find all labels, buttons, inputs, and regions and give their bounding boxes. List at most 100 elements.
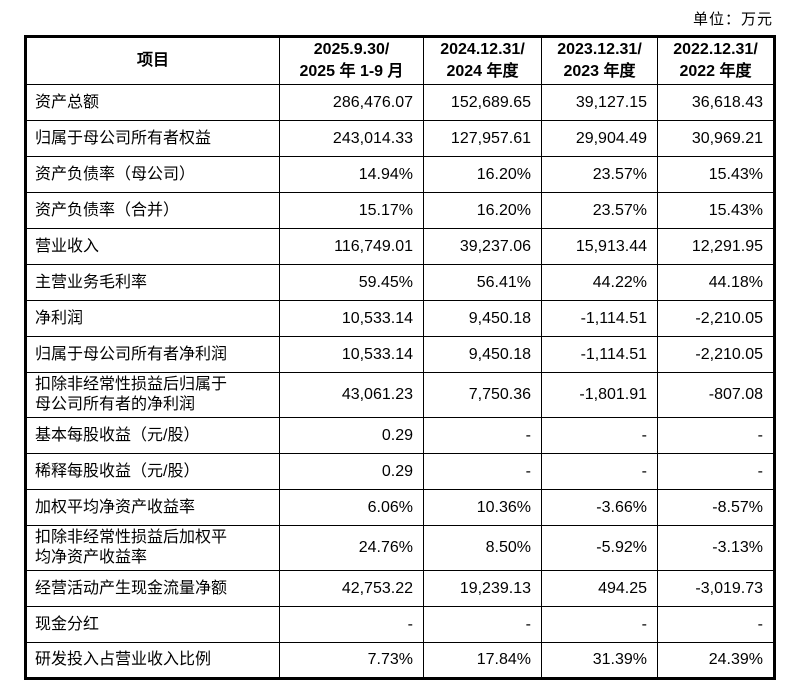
cell-value: 7.73% [279, 642, 424, 679]
cell-value: 44.22% [541, 264, 658, 301]
cell-value: -1,801.91 [541, 372, 658, 418]
cell-value: 42,753.22 [279, 570, 424, 607]
cell-value: 23.57% [541, 192, 658, 229]
row-label: 经营活动产生现金流量净额 [25, 570, 280, 607]
cell-value: 0.29 [279, 453, 424, 490]
cell-value: 29,904.49 [541, 120, 658, 157]
table-row: 扣除非经常性损益后加权平 均净资产收益率 24.76% 8.50% -5.92% -3.… [25, 525, 775, 571]
cell-value: - [657, 417, 775, 454]
row-label: 现金分红 [25, 606, 280, 643]
col-header-period-2023: 2023.12.31/ 2023 年度 [541, 36, 658, 85]
cell-value: 19,239.13 [423, 570, 542, 607]
cell-value: 15.17% [279, 192, 424, 229]
table-row: 归属于母公司所有者权益 243,014.33 127,957.61 29,904.49… [25, 120, 775, 157]
row-label: 归属于母公司所有者权益 [25, 120, 280, 157]
cell-value: 0.29 [279, 417, 424, 454]
cell-value: 9,450.18 [423, 300, 542, 337]
row-label: 资产负债率（合并） [25, 192, 280, 229]
cell-value: -5.92% [541, 525, 658, 571]
cell-value: 15.43% [657, 156, 775, 193]
unit-label: 单位：万元 [692, 11, 773, 28]
table-row: 加权平均净资产收益率 6.06% 10.36% -3.66% -8.57% [25, 489, 775, 526]
cell-value: -3.13% [657, 525, 775, 571]
col-header-period-2022: 2022.12.31/ 2022 年度 [657, 36, 775, 85]
cell-value: 127,957.61 [423, 120, 542, 157]
cell-value: -3,019.73 [657, 570, 775, 607]
cell-value: 12,291.95 [657, 228, 775, 265]
cell-value: - [423, 417, 542, 454]
row-label: 研发投入占营业收入比例 [25, 642, 280, 679]
cell-value: 10,533.14 [279, 336, 424, 373]
financial-summary-table: 项目 2025.9.30/ 2025 年 1-9 月 2024.12.31/ 2… [24, 35, 776, 680]
table-header: 项目 2025.9.30/ 2025 年 1-9 月 2024.12.31/ 2… [25, 36, 775, 85]
cell-value: -807.08 [657, 372, 775, 418]
cell-value: -2,210.05 [657, 336, 775, 373]
cell-value: 6.06% [279, 489, 424, 526]
cell-value: 56.41% [423, 264, 542, 301]
cell-value: 23.57% [541, 156, 658, 193]
cell-value: 9,450.18 [423, 336, 542, 373]
cell-value: 10,533.14 [279, 300, 424, 337]
cell-value: - [423, 453, 542, 490]
cell-value: 39,127.15 [541, 84, 658, 121]
table-row: 净利润 10,533.14 9,450.18 -1,114.51 -2,210.05 [25, 300, 775, 337]
cell-value: 36,618.43 [657, 84, 775, 121]
cell-value: 15.43% [657, 192, 775, 229]
table-row: 扣除非经常性损益后归属于 母公司所有者的净利润 43,061.23 7,750.36… [25, 372, 775, 418]
cell-value: - [657, 453, 775, 490]
table-row: 资产总额 286,476.07 152,689.65 39,127.15 36,618.… [25, 84, 775, 121]
cell-value: - [657, 606, 775, 643]
cell-value: 31.39% [541, 642, 658, 679]
cell-value: 494.25 [541, 570, 658, 607]
cell-value: 30,969.21 [657, 120, 775, 157]
row-label: 净利润 [25, 300, 280, 337]
col-header-period-2024: 2024.12.31/ 2024 年度 [423, 36, 542, 85]
cell-value: -8.57% [657, 489, 775, 526]
row-label: 稀释每股收益（元/股） [25, 453, 280, 490]
table-row: 稀释每股收益（元/股） 0.29- - - [25, 453, 775, 490]
cell-value: -2,210.05 [657, 300, 775, 337]
table-row: 归属于母公司所有者净利润 10,533.14 9,450.18 -1,114.51 -2… [25, 336, 775, 373]
cell-value: 8.50% [423, 525, 542, 571]
table-row: 研发投入占营业收入比例 7.73% 17.84% 31.39% 24.39% [25, 642, 775, 679]
cell-value: - [279, 606, 424, 643]
cell-value: -1,114.51 [541, 300, 658, 337]
row-label: 主营业务毛利率 [25, 264, 280, 301]
header-row: 项目 2025.9.30/ 2025 年 1-9 月 2024.12.31/ 2… [25, 36, 775, 85]
cell-value: 16.20% [423, 156, 542, 193]
table-row: 资产负债率（母公司） 14.94% 16.20% 23.57% 15.43% [25, 156, 775, 193]
table-row: 经营活动产生现金流量净额 42,753.22 19,239.13 494.25 -3,0… [25, 570, 775, 607]
cell-value: 243,014.33 [279, 120, 424, 157]
cell-value: 7,750.36 [423, 372, 542, 418]
cell-value: 14.94% [279, 156, 424, 193]
cell-value: - [423, 606, 542, 643]
row-label: 资产总额 [25, 84, 280, 121]
cell-value: -3.66% [541, 489, 658, 526]
cell-value: 16.20% [423, 192, 542, 229]
cell-value: 43,061.23 [279, 372, 424, 418]
table-row: 营业收入 116,749.01 39,237.06 15,913.44 12,291.9… [25, 228, 775, 265]
cell-value: 116,749.01 [279, 228, 424, 265]
cell-value: -1,114.51 [541, 336, 658, 373]
row-label: 营业收入 [25, 228, 280, 265]
cell-value: - [541, 453, 658, 490]
table-row: 现金分红 - - - - [25, 606, 775, 643]
cell-value: 24.39% [657, 642, 775, 679]
row-label: 扣除非经常性损益后加权平 均净资产收益率 [25, 525, 280, 571]
cell-value: 24.76% [279, 525, 424, 571]
cell-value: - [541, 417, 658, 454]
row-label: 基本每股收益（元/股） [25, 417, 280, 454]
cell-value: 286,476.07 [279, 84, 424, 121]
table-body: 资产总额 286,476.07 152,689.65 39,127.15 36,618.… [25, 84, 775, 679]
row-label: 资产负债率（母公司） [25, 156, 280, 193]
table-row: 资产负债率（合并） 15.17% 16.20% 23.57% 15.43% [25, 192, 775, 229]
cell-value: 10.36% [423, 489, 542, 526]
cell-value: 59.45% [279, 264, 424, 301]
row-label: 加权平均净资产收益率 [25, 489, 280, 526]
cell-value: 44.18% [657, 264, 775, 301]
cell-value: 17.84% [423, 642, 542, 679]
row-label: 扣除非经常性损益后归属于 母公司所有者的净利润 [25, 372, 280, 418]
col-header-period-2025: 2025.9.30/ 2025 年 1-9 月 [279, 36, 424, 85]
cell-value: 15,913.44 [541, 228, 658, 265]
